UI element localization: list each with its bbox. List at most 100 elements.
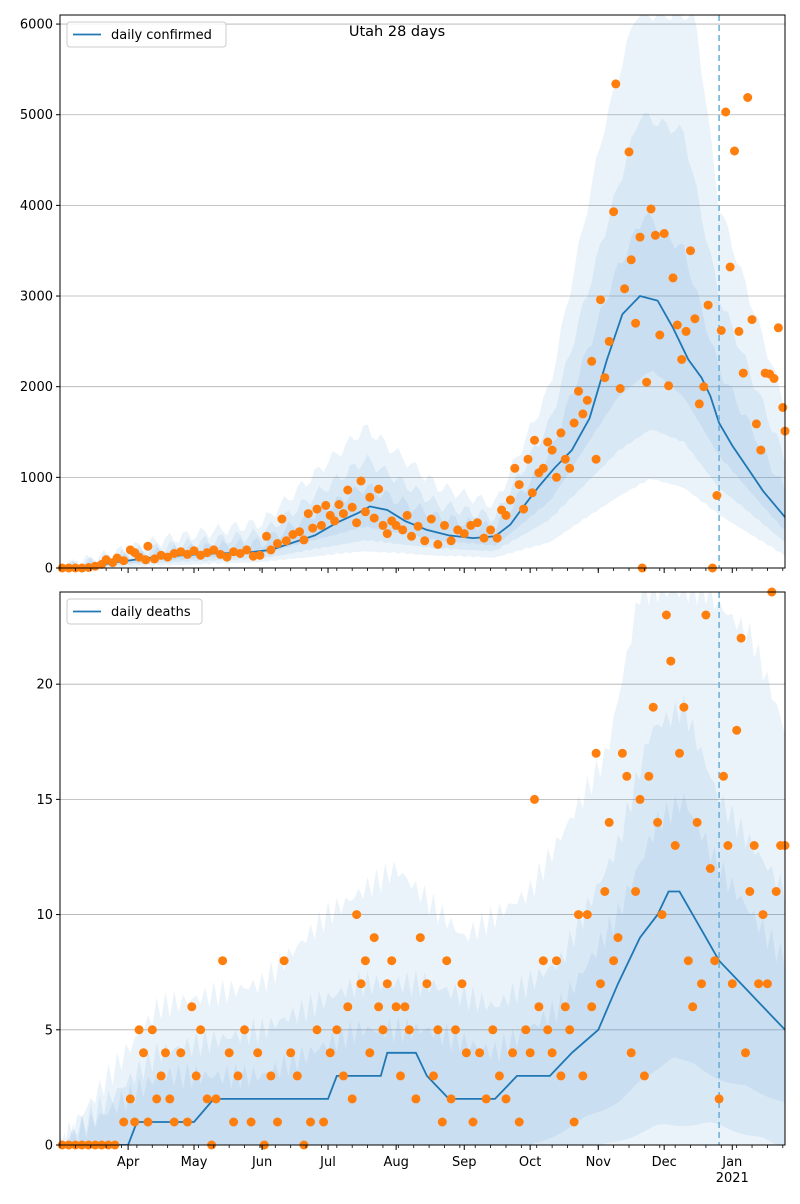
- data-point: [657, 910, 667, 920]
- data-point: [338, 1071, 348, 1081]
- data-point: [519, 504, 529, 514]
- data-point: [279, 956, 289, 966]
- data-point: [119, 1117, 129, 1127]
- data-point: [556, 428, 566, 438]
- data-point: [308, 523, 318, 533]
- data-point: [622, 771, 632, 781]
- y-tick-label: 4000: [20, 199, 53, 214]
- y-tick-label: 3000: [20, 290, 53, 305]
- data-point: [644, 771, 654, 781]
- uncertainty-band: [60, 15, 785, 568]
- data-point: [677, 355, 687, 364]
- data-point: [442, 956, 452, 966]
- data-point: [475, 1048, 485, 1058]
- data-point: [176, 1048, 186, 1058]
- data-point: [596, 979, 605, 989]
- x-tick-label: Jan: [721, 1155, 742, 1170]
- data-point: [459, 529, 469, 539]
- data-point: [433, 1025, 443, 1035]
- x-tick-label: Jun: [251, 1155, 272, 1170]
- data-point: [312, 504, 322, 514]
- data-point: [727, 979, 737, 989]
- data-point: [688, 1002, 698, 1012]
- data-point: [413, 521, 423, 531]
- data-point: [525, 1048, 535, 1058]
- data-point: [686, 246, 695, 256]
- data-point: [343, 1002, 353, 1012]
- data-point: [771, 887, 781, 896]
- data-point: [681, 326, 691, 336]
- data-point: [248, 551, 258, 561]
- data-point: [725, 262, 735, 272]
- data-point: [415, 933, 425, 943]
- y-tick-label: 20: [36, 678, 53, 693]
- data-point: [156, 1071, 166, 1081]
- data-point: [734, 326, 744, 336]
- data-point: [273, 1117, 282, 1127]
- data-point: [578, 409, 588, 419]
- data-point: [565, 463, 575, 473]
- data-point: [402, 510, 412, 520]
- data-point: [369, 513, 379, 523]
- data-point: [182, 549, 192, 559]
- data-point: [543, 1025, 553, 1035]
- uncertainty-band: [60, 792, 785, 1145]
- data-point: [743, 93, 753, 102]
- data-point: [119, 556, 129, 566]
- data-point: [701, 610, 711, 620]
- data-point: [587, 356, 597, 366]
- data-point: [312, 1025, 322, 1035]
- data-point: [758, 910, 768, 920]
- data-point: [552, 472, 561, 482]
- data-point: [437, 1117, 447, 1127]
- data-point: [451, 1025, 460, 1035]
- data-point: [426, 514, 436, 524]
- data-point: [374, 1002, 384, 1012]
- data-point: [552, 956, 561, 966]
- data-point: [356, 979, 366, 989]
- data-point: [147, 1025, 157, 1035]
- data-point: [468, 1117, 478, 1127]
- data-point: [668, 273, 678, 283]
- data-point: [534, 1002, 544, 1012]
- data-point: [387, 956, 397, 966]
- panel-confirmed: 0 1000 2000 3000 4000 5000 6000 daily confirmed: [20, 14, 790, 577]
- panel-deaths: 0 5 10 15 20 Apr May Jun Jul Aug Sep Oct Nov Dec Jan20…: [36, 587, 790, 1186]
- data-point: [187, 1002, 197, 1012]
- data-point: [196, 1025, 206, 1035]
- data-point: [494, 1071, 504, 1081]
- data-point: [429, 1071, 438, 1081]
- data-point: [303, 509, 313, 519]
- data-point: [321, 500, 331, 510]
- data-point: [246, 1117, 256, 1127]
- data-point: [286, 1048, 296, 1058]
- x-tick-label: Oct: [519, 1155, 541, 1170]
- x-tick-label: Nov: [586, 1155, 612, 1170]
- data-point: [446, 1094, 456, 1104]
- y-tick-label: 2000: [20, 380, 53, 395]
- data-point: [440, 520, 449, 530]
- data-point: [565, 1025, 575, 1035]
- legend-label: daily deaths: [111, 605, 191, 620]
- data-point: [692, 817, 702, 827]
- data-point: [635, 232, 645, 242]
- axes-frame: [59, 14, 786, 569]
- data-point: [679, 702, 689, 712]
- data-point: [683, 956, 693, 966]
- data-point: [530, 794, 539, 804]
- data-point: [697, 979, 706, 989]
- data-point: [382, 529, 392, 539]
- data-point: [292, 1071, 302, 1081]
- data-point: [582, 395, 592, 405]
- data-point: [407, 531, 416, 541]
- data-point: [604, 817, 614, 827]
- data-point: [369, 933, 379, 943]
- data-point: [338, 509, 348, 519]
- data-point: [604, 336, 614, 346]
- data-point: [560, 1002, 570, 1012]
- legend: daily confirmed: [66, 21, 227, 48]
- data-point: [262, 531, 271, 541]
- data-point: [749, 841, 759, 850]
- data-point: [411, 1094, 421, 1104]
- legend-box: [66, 598, 203, 625]
